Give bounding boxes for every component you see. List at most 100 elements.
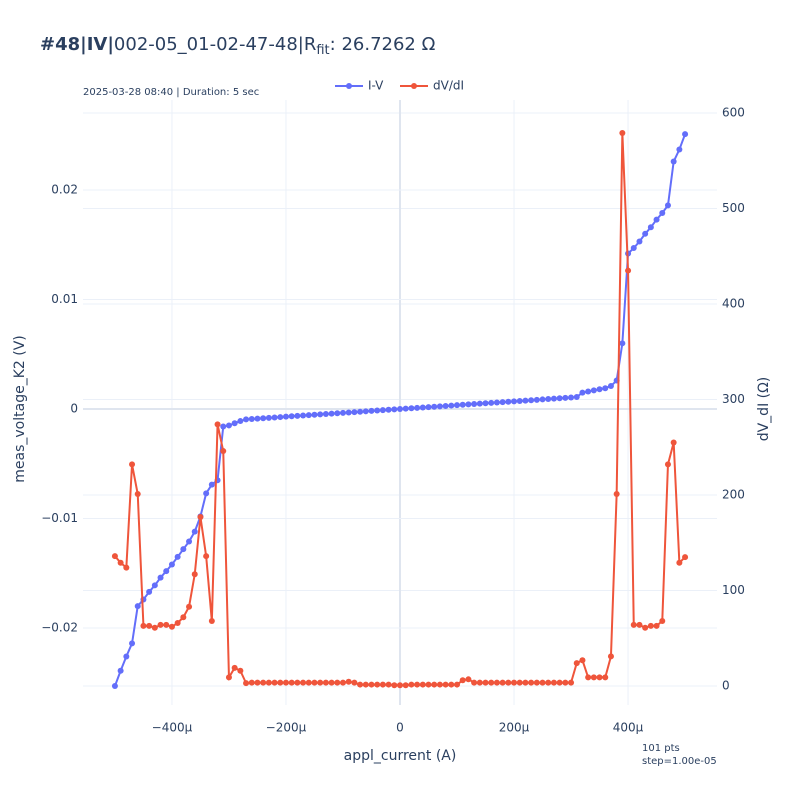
data-point	[442, 681, 449, 688]
data-point	[237, 418, 244, 425]
y2-axis-label: dV_dI (Ω)	[756, 377, 772, 442]
data-point	[482, 679, 489, 686]
data-point	[157, 621, 164, 628]
data-point	[630, 621, 637, 628]
data-point	[533, 396, 540, 403]
data-point	[539, 396, 546, 403]
x-tick-label: 400µ	[613, 721, 644, 735]
data-point	[647, 622, 654, 629]
data-point	[385, 406, 392, 413]
data-point	[533, 679, 540, 686]
data-point	[642, 230, 649, 237]
data-point	[670, 439, 677, 446]
data-point	[436, 403, 443, 410]
y2-tick-label: 300	[722, 392, 745, 406]
data-point	[248, 415, 255, 422]
data-point	[516, 679, 523, 686]
data-point	[448, 681, 455, 688]
data-point	[596, 674, 603, 681]
data-point	[545, 679, 552, 686]
data-point	[516, 397, 523, 404]
data-point	[163, 621, 170, 628]
data-point	[271, 679, 278, 686]
data-point	[345, 409, 352, 416]
data-point	[146, 588, 153, 595]
data-point	[539, 679, 546, 686]
data-point	[282, 679, 289, 686]
data-point	[151, 582, 158, 589]
data-point	[568, 394, 575, 401]
data-point	[117, 559, 124, 566]
data-point	[499, 679, 506, 686]
data-point	[562, 679, 569, 686]
data-point	[305, 679, 312, 686]
data-point	[311, 679, 318, 686]
data-point	[288, 679, 295, 686]
data-point	[225, 422, 232, 429]
data-point	[476, 400, 483, 407]
data-point	[602, 674, 609, 681]
data-point	[579, 657, 586, 664]
y2-tick-label: 200	[722, 487, 745, 501]
data-point	[277, 679, 284, 686]
legend-label: I-V	[368, 79, 384, 93]
data-point	[362, 408, 369, 415]
x-tick-label: 0	[396, 721, 404, 735]
data-point	[220, 423, 227, 430]
y-tick-label: 0.02	[51, 183, 78, 197]
data-point	[391, 682, 398, 689]
data-point	[465, 676, 472, 683]
data-point	[590, 674, 597, 681]
data-point	[471, 401, 478, 408]
data-point	[465, 401, 472, 408]
data-point	[368, 681, 375, 688]
data-point	[676, 146, 683, 153]
data-point	[613, 491, 620, 498]
data-point	[647, 224, 654, 231]
data-point	[129, 461, 136, 468]
data-point	[357, 408, 364, 415]
data-point	[362, 681, 369, 688]
data-point	[402, 682, 409, 689]
data-point	[163, 568, 170, 575]
data-point	[220, 448, 227, 455]
data-point	[562, 394, 569, 401]
data-point	[117, 667, 124, 674]
data-point	[391, 406, 398, 413]
data-point	[682, 554, 689, 561]
data-point	[254, 679, 261, 686]
data-point	[528, 397, 535, 404]
data-point	[237, 667, 244, 674]
data-point	[573, 660, 580, 667]
data-point	[425, 681, 432, 688]
data-point	[397, 406, 403, 413]
data-point	[300, 679, 307, 686]
title-main: 002-05_01-02-47-48|R	[114, 34, 316, 55]
data-point	[134, 491, 141, 498]
data-point	[282, 413, 289, 420]
data-point	[357, 681, 364, 688]
data-point	[191, 528, 198, 535]
data-point	[168, 623, 175, 630]
y2-tick-label: 500	[722, 201, 745, 215]
data-point	[374, 681, 381, 688]
data-point	[425, 404, 432, 411]
data-point	[488, 399, 495, 406]
data-point	[590, 387, 597, 394]
data-point	[414, 404, 421, 411]
data-point	[243, 680, 250, 687]
data-point	[151, 624, 158, 631]
data-point	[522, 397, 529, 404]
data-point	[157, 574, 164, 581]
data-point	[676, 559, 683, 566]
data-point	[339, 409, 346, 416]
data-point	[322, 410, 329, 417]
data-point	[123, 653, 130, 660]
data-point	[408, 405, 415, 412]
data-point	[351, 679, 358, 686]
data-point	[545, 396, 552, 403]
data-point	[305, 412, 312, 419]
data-point	[334, 679, 341, 686]
data-point	[243, 416, 250, 423]
data-point	[653, 622, 660, 629]
